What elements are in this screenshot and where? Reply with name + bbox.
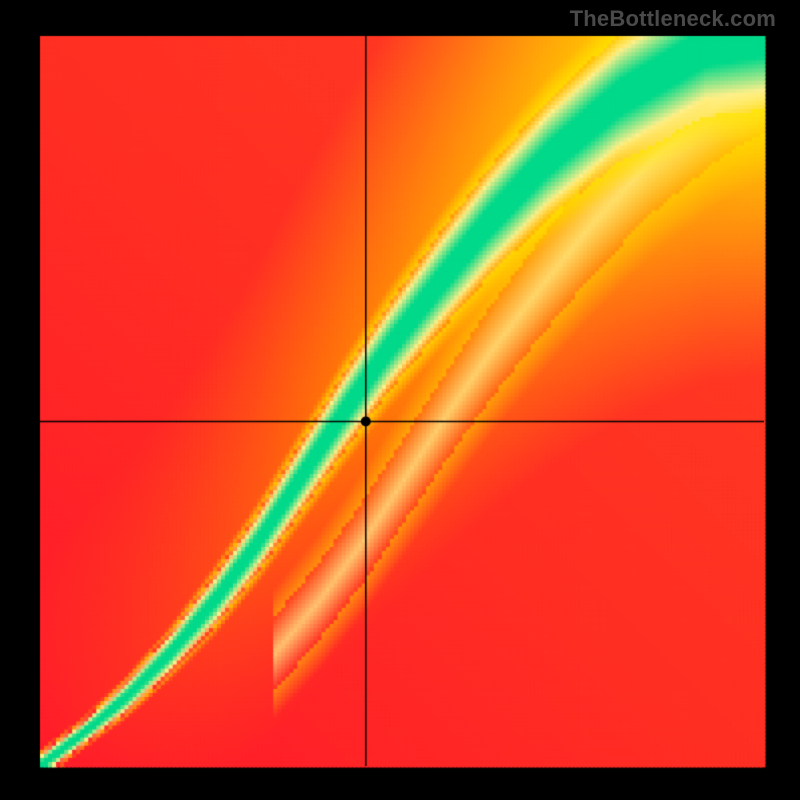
chart-root: { "watermark": "TheBottleneck.com", "can… — [0, 0, 800, 800]
bottleneck-heatmap — [0, 0, 800, 800]
watermark-label: TheBottleneck.com — [570, 6, 776, 32]
